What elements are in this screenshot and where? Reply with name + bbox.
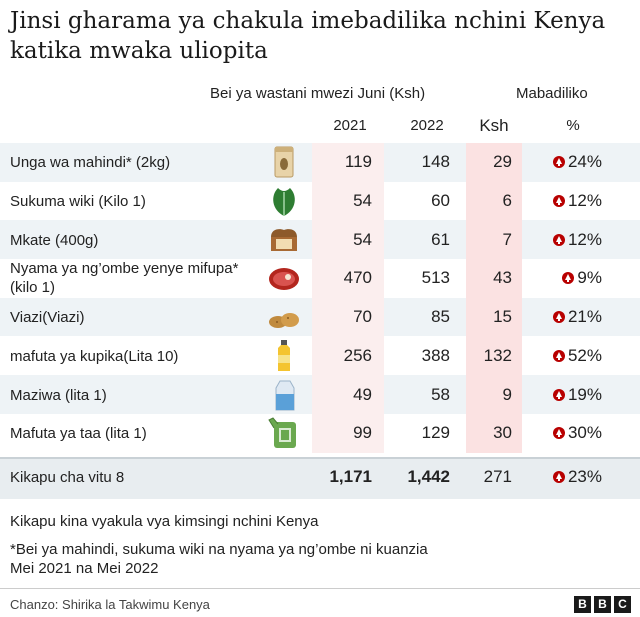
increase-arrow-icon (552, 311, 565, 324)
change-ksh: 271 (483, 466, 512, 486)
total-label: Kikapu cha vitu 8 (10, 468, 125, 486)
value-2022: 129 (421, 423, 450, 443)
value-2021: 49 (353, 384, 372, 404)
value-2021: 470 (343, 268, 372, 288)
change-percent: 52% (538, 346, 602, 366)
col-header-2021: 2021 (333, 117, 367, 134)
col-ksh-highlight (466, 143, 522, 453)
change-ksh: 7 (502, 229, 512, 249)
change-percent-value: 19% (567, 384, 602, 404)
value-2022: 60 (431, 191, 450, 211)
bbc-logo-letter: B (594, 596, 611, 613)
change-percent-value: 24% (567, 152, 602, 172)
change-percent: 9% (538, 268, 602, 288)
potatoes-icon (266, 300, 302, 334)
increase-arrow-icon (552, 349, 565, 362)
change-ksh: 6 (502, 191, 512, 211)
row-label: Sukuma wiki (Kilo 1) (10, 193, 146, 211)
milk-carton-icon (266, 378, 302, 412)
increase-arrow-icon (552, 156, 565, 169)
change-percent: 12% (538, 230, 602, 250)
increase-arrow-icon (552, 388, 565, 401)
bbc-logo-letter: C (614, 596, 631, 613)
change-ksh: 9 (502, 384, 512, 404)
value-2022: 388 (421, 345, 450, 365)
increase-arrow-icon (552, 427, 565, 440)
row-label: Maziwa (lita 1) (10, 386, 107, 404)
change-percent: 30% (538, 423, 602, 443)
change-percent-value: 21% (567, 307, 602, 327)
row-label: Viazi(Viazi) (10, 309, 85, 327)
change-percent-value: 12% (567, 229, 602, 249)
row-label: mafuta ya kupika(Lita 10) (10, 347, 179, 365)
value-2022: 61 (431, 229, 450, 249)
steak-icon (266, 261, 302, 295)
col-header-ksh: Ksh (479, 116, 509, 135)
jerrycan-icon (266, 416, 302, 450)
change-ksh: 30 (493, 423, 512, 443)
change-percent: 21% (538, 307, 602, 327)
value-2021: 1,171 (329, 466, 372, 486)
value-2022: 1,442 (407, 466, 450, 486)
value-2022: 148 (421, 152, 450, 172)
change-percent: 19% (538, 385, 602, 405)
chart-title: Jinsi gharama ya chakula imebadilika nch… (10, 8, 606, 64)
change-ksh: 15 (493, 307, 512, 327)
change-percent-value: 23% (567, 466, 602, 486)
row-label: Unga wa mahindi* (2kg) (10, 154, 171, 172)
change-percent: 24% (538, 152, 602, 172)
change-ksh: 43 (493, 268, 512, 288)
value-2022: 85 (431, 307, 450, 327)
bbc-logo-letter: B (574, 596, 591, 613)
bbc-logo: B B C (574, 596, 631, 613)
increase-arrow-icon (552, 470, 565, 483)
change-percent-value: 30% (567, 423, 602, 443)
change-percent-value: 9% (577, 268, 602, 288)
footnote: *Bei ya mahindi, sukuma wiki na nyama ya… (10, 541, 428, 577)
col-header-pct: % (566, 117, 580, 134)
change-percent-value: 52% (567, 345, 602, 365)
bread-loaf-icon (266, 223, 302, 257)
change-percent: 23% (538, 467, 602, 487)
flour-bag-icon (266, 145, 302, 179)
change-percent-value: 12% (567, 191, 602, 211)
change-percent: 12% (538, 191, 602, 211)
value-2021: 54 (353, 191, 372, 211)
value-2022: 58 (431, 384, 450, 404)
row-label: Mkate (400g) (10, 231, 99, 249)
basket-note: Kikapu kina vyakula vya kimsingi nchini … (10, 513, 319, 530)
change-header: Mabadiliko (516, 85, 588, 102)
row-label: Nyama ya ng’ombe yenye mifupa* (kilo 1) (10, 260, 239, 297)
col-2021-highlight (312, 143, 384, 453)
source-text: Chanzo: Shirika la Takwimu Kenya (10, 597, 210, 612)
value-2021: 256 (343, 345, 372, 365)
oil-bottle-icon (266, 339, 302, 373)
avg-price-header: Bei ya wastani mwezi Juni (Ksh) (210, 85, 426, 102)
increase-arrow-icon (552, 195, 565, 208)
value-2021: 119 (344, 152, 372, 172)
value-2021: 54 (353, 229, 372, 249)
footer-divider (0, 588, 640, 589)
increase-arrow-icon (562, 272, 575, 285)
change-ksh: 29 (493, 152, 512, 172)
value-2022: 513 (421, 268, 450, 288)
kale-leaf-icon (266, 184, 302, 218)
increase-arrow-icon (552, 233, 565, 246)
col-header-2022: 2022 (410, 117, 444, 134)
value-2021: 70 (353, 307, 372, 327)
value-2021: 99 (353, 423, 372, 443)
row-label: Mafuta ya taa (lita 1) (10, 425, 147, 443)
change-ksh: 132 (483, 345, 512, 365)
